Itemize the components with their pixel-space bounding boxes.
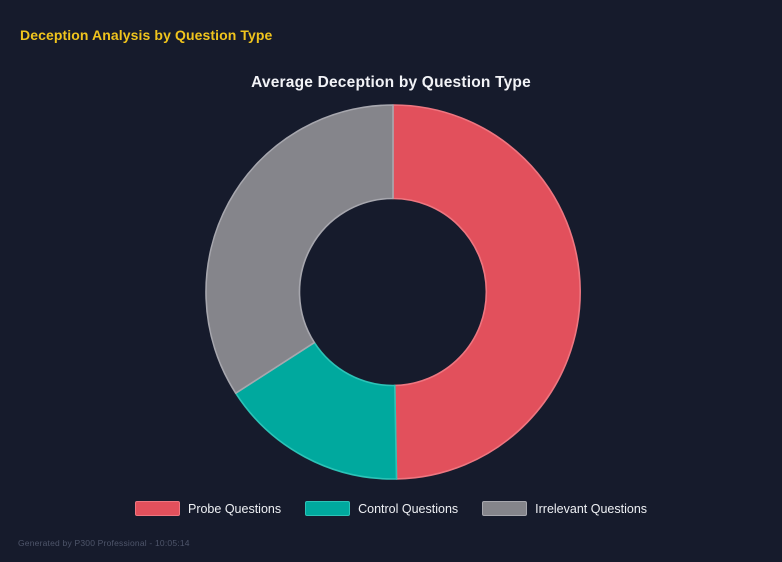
footer-generated-text: Generated by P300 Professional - 10:05:1… xyxy=(18,538,190,548)
donut-slice-probe-questions[interactable] xyxy=(392,104,581,480)
legend-label-control-questions: Control Questions xyxy=(358,501,459,516)
legend-swatch-control-questions xyxy=(305,501,351,516)
legend-swatch-irrelevant-questions xyxy=(482,501,528,516)
donut-slice-control-questions[interactable] xyxy=(234,341,398,480)
legend-swatch-probe-questions xyxy=(134,501,180,516)
legend-item-irrelevant-questions[interactable]: Irrelevant Questions xyxy=(482,501,647,516)
report-title: Deception Analysis by Question Type xyxy=(20,27,273,43)
legend-item-probe-questions[interactable]: Probe Questions xyxy=(134,501,282,516)
legend-label-probe-questions: Probe Questions xyxy=(187,501,282,516)
legend-item-control-questions[interactable]: Control Questions xyxy=(305,501,458,516)
chart-title: Average Deception by Question Type xyxy=(251,74,531,91)
donut-chart xyxy=(205,104,581,480)
chart-legend: Probe Questions Control Questions Irrele… xyxy=(0,501,782,516)
donut-slice-irrelevant-questions[interactable] xyxy=(205,104,394,394)
legend-label-irrelevant-questions: Irrelevant Questions xyxy=(535,501,648,516)
